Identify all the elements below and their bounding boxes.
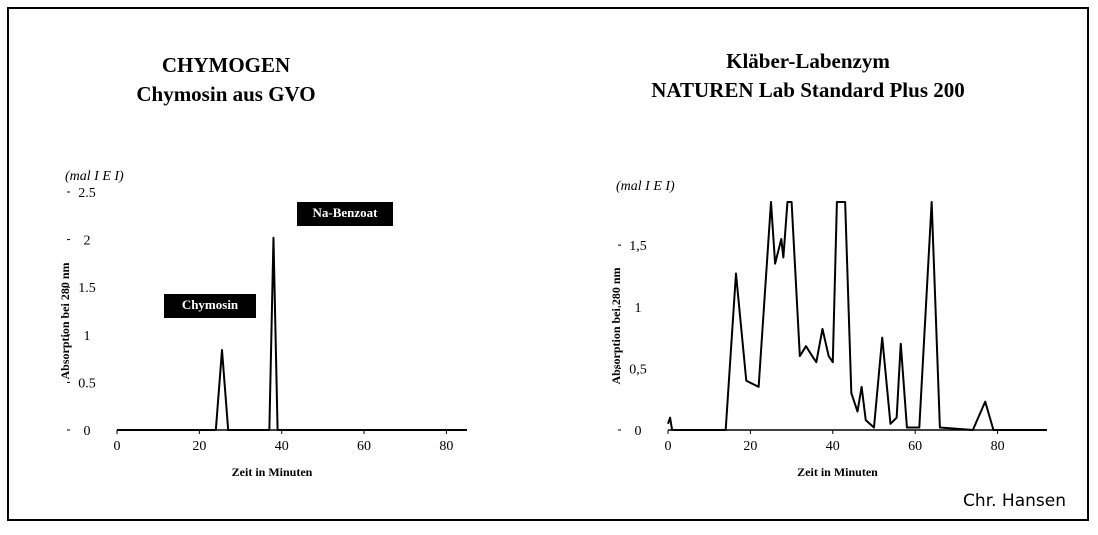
x-tick-label: 0 (114, 439, 121, 454)
x-tick-label: 60 (357, 439, 371, 454)
y-tick-label: 2.5 (78, 186, 96, 201)
x-axis-label: Zeit in Minuten (232, 465, 313, 479)
annotation: Na-Benzoat (313, 205, 379, 220)
x-tick-label: 40 (826, 439, 840, 454)
chart-subtitle: Chymosin aus GVO (136, 82, 315, 106)
x-axis-label: Zeit in Minuten (797, 465, 878, 479)
x-tick-label: 20 (743, 439, 757, 454)
y-tick-label: 0 (84, 424, 91, 439)
x-tick-label: 20 (192, 439, 206, 454)
y-tick-label: 1 (84, 329, 91, 344)
annotation-box (164, 294, 256, 318)
y-axis-label: Absorption bei 280 nm (609, 267, 623, 384)
y-unit-label: (mal I E I) (65, 169, 124, 184)
y-tick-label: 0 (635, 424, 642, 439)
x-tick-label: 40 (275, 439, 289, 454)
x-tick-label: 80 (439, 439, 453, 454)
y-axis-label: Absorption bei 280 nm (58, 262, 72, 379)
y-tick-label: 0,5 (629, 362, 647, 377)
y-tick-label: 1.5 (78, 281, 96, 296)
trace (667, 201, 1047, 431)
y-unit-label: (mal I E I) (616, 179, 675, 194)
annotation: Chymosin (182, 297, 239, 312)
x-tick-label: 60 (908, 439, 922, 454)
y-tick-label: 2 (84, 234, 91, 249)
trace (117, 236, 467, 431)
y-tick-label: 1 (635, 301, 642, 316)
chart-subtitle: NATUREN Lab Standard Plus 200 (651, 78, 965, 102)
y-tick-label: 1,5 (629, 239, 647, 254)
x-tick-label: 0 (665, 439, 672, 454)
x-tick-label: 80 (991, 439, 1005, 454)
annotation-box (297, 202, 393, 226)
chart-title: Kläber-Labenzym (726, 49, 890, 73)
credit: Chr. Hansen (963, 491, 1066, 511)
frame (7, 7, 1089, 521)
y-tick-label: 0.5 (78, 376, 96, 391)
chart-title: CHYMOGEN (162, 53, 290, 77)
